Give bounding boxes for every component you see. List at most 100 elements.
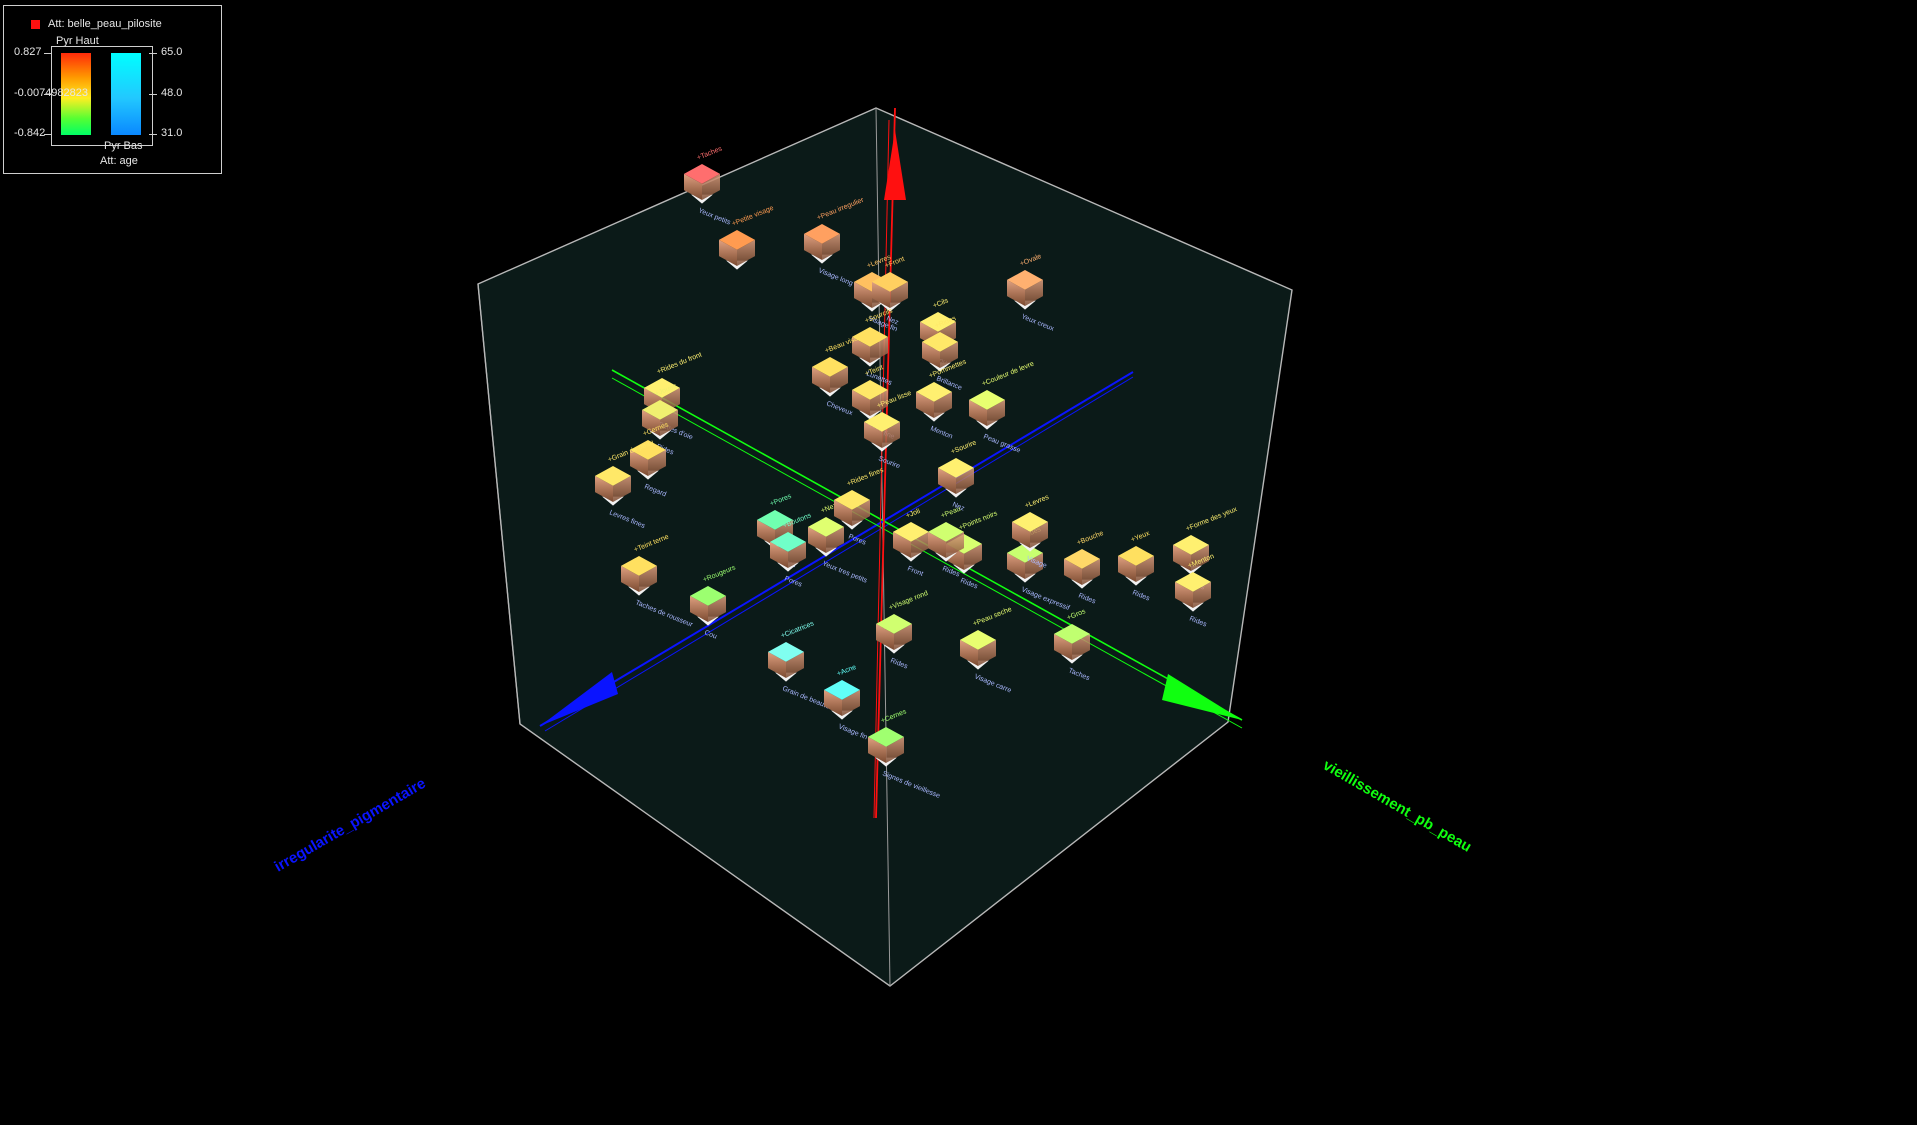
point-top-face: [960, 630, 996, 650]
point-top-face: [1012, 512, 1048, 532]
point-top-face: [804, 224, 840, 244]
point-right-face: [978, 639, 996, 666]
color-size-legend: Att: belle_peau_pilosite Pyr Haut 0.827 …: [3, 5, 222, 174]
point-top-face: [1173, 535, 1209, 555]
point-left-face: [719, 239, 737, 266]
point-left-face: [1175, 581, 1193, 608]
point-top-face: [1175, 572, 1211, 592]
point-top-face: [876, 614, 912, 634]
legend-tick: [44, 53, 52, 54]
point-right-face: [1025, 279, 1043, 306]
point-right-face: [613, 475, 631, 502]
point-left-face: [854, 281, 872, 308]
point-right-face: [882, 421, 900, 448]
point-right-face: [870, 336, 888, 363]
legend-tick: [149, 53, 157, 54]
point-top-face: [768, 642, 804, 662]
point-left-face: [1173, 544, 1191, 571]
point-left-face: [872, 281, 890, 308]
point-left-face: [969, 399, 987, 426]
point-right-face: [1082, 558, 1100, 585]
point-right-face: [911, 531, 929, 558]
point-label-bottom: Cou: [703, 629, 718, 640]
point-label-bottom: Nez: [951, 501, 966, 512]
point-right-face: [1193, 581, 1211, 608]
point-right-face: [946, 531, 964, 558]
legend-size-mid: 48.0: [161, 87, 183, 99]
data-point[interactable]: +PoresBoutons: [757, 493, 797, 570]
point-top-face: [1007, 270, 1043, 290]
point-top-face: [690, 586, 726, 606]
legend-size-attr: Att: age: [100, 155, 138, 167]
cube-fill: [478, 108, 1292, 986]
x-axis-line-2: [544, 376, 1134, 732]
point-top-face: [872, 272, 908, 292]
legend-size-gradient: [111, 53, 141, 135]
point-left-face: [642, 409, 660, 436]
y-axis-label: vieillissement_pb_peau: [1320, 757, 1474, 856]
bounding-cube: [477, 107, 1293, 987]
point-right-face: [1136, 555, 1154, 582]
point-top-face: [852, 380, 888, 400]
legend-color-attr: Att: belle_peau_pilosite: [48, 18, 162, 30]
point-right-face: [648, 449, 666, 476]
point-left-face: [916, 391, 934, 418]
point-left-face: [804, 233, 822, 260]
point-right-face: [1191, 544, 1209, 571]
point-top-face: [868, 727, 904, 747]
point-right-face: [870, 389, 888, 416]
legend-color-max: 0.827: [14, 46, 42, 58]
point-right-face: [886, 736, 904, 763]
point-left-face: [684, 173, 702, 200]
point-right-face: [1072, 633, 1090, 660]
point-left-face: [1054, 633, 1072, 660]
point-left-face: [893, 531, 911, 558]
point-right-face: [890, 281, 908, 308]
point-left-face: [868, 736, 886, 763]
point-top-face: [824, 680, 860, 700]
point-top-face: [1118, 546, 1154, 566]
point-right-face: [822, 233, 840, 260]
point-top-face: [630, 440, 666, 460]
point-left-face: [757, 519, 775, 546]
x-axis-label: irregularite_pigmentaire: [272, 775, 429, 876]
point-top-face: [864, 412, 900, 432]
point-top-face: [595, 466, 631, 486]
point-left-face: [852, 389, 870, 416]
point-right-face: [639, 565, 657, 592]
point-top-face: [1064, 549, 1100, 569]
point-top-face: [757, 510, 793, 530]
point-left-face: [864, 421, 882, 448]
point-top-face: [938, 458, 974, 478]
point-left-face: [960, 639, 978, 666]
x-axis-arrowhead: [540, 672, 618, 726]
point-top-face: [834, 490, 870, 510]
point-right-face: [987, 399, 1005, 426]
legend-pyr-low: Pyr Bas: [104, 140, 143, 152]
point-label-bottom: Nez: [885, 315, 900, 326]
point-left-face: [621, 565, 639, 592]
axes: [539, 107, 1243, 819]
point-top-face: [922, 332, 958, 352]
point-top-face: [969, 390, 1005, 410]
point-top-face: [893, 522, 929, 542]
point-top-face: [642, 400, 678, 420]
legend-color-min: -0.842: [14, 127, 46, 139]
point-left-face: [852, 336, 870, 363]
z-axis-line-2: [873, 119, 890, 819]
point-right-face: [852, 499, 870, 526]
point-left-face: [768, 651, 786, 678]
point-right-face: [737, 239, 755, 266]
point-right-face: [826, 526, 844, 553]
point-left-face: [1118, 555, 1136, 582]
point-top-face: [621, 556, 657, 576]
point-left-face: [630, 449, 648, 476]
point-left-face: [808, 526, 826, 553]
point-right-face: [934, 391, 952, 418]
point-top-face: [644, 378, 680, 398]
legend-color-mid: -0.0074982823: [14, 87, 89, 99]
